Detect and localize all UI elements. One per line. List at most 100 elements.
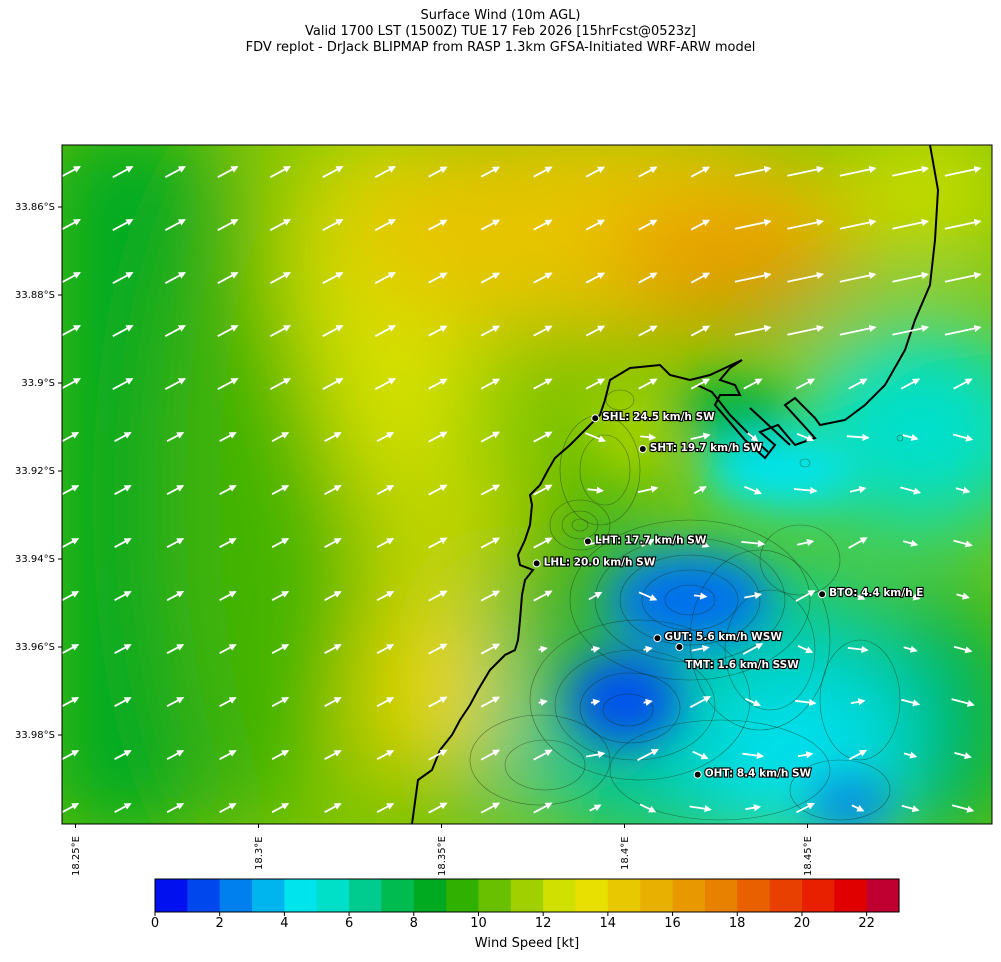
wind-arrow xyxy=(846,433,870,441)
wind-speed-field xyxy=(62,145,992,824)
wind-arrow xyxy=(374,272,396,284)
wind-arrow xyxy=(693,486,707,495)
wind-arrow xyxy=(322,378,344,390)
wind-arrow xyxy=(901,698,921,707)
colorbar-frame xyxy=(154,878,900,913)
station-label: LHL: 20.0 km/h SW xyxy=(544,556,656,568)
wind-arrow xyxy=(901,804,920,813)
wind-arrow xyxy=(428,219,448,231)
colorbar-segment xyxy=(478,879,512,912)
colorbar-tick-label: 0 xyxy=(150,916,160,931)
wind-arrow xyxy=(585,166,606,178)
wind-arrow xyxy=(640,433,657,441)
wind-arrow xyxy=(691,538,710,548)
station-label: LHT: 17.7 km/h SW xyxy=(595,534,707,546)
lat-label: 33.94°S xyxy=(15,554,55,565)
wind-arrow xyxy=(533,537,553,549)
wind-arrow xyxy=(689,696,711,708)
wind-arrow xyxy=(745,804,762,812)
station-dot xyxy=(653,634,662,643)
station-label: TMT: 1.6 km/h SSW xyxy=(685,659,799,671)
wind-arrow xyxy=(219,538,237,548)
colorbar-segment xyxy=(155,879,188,912)
wind-arrow xyxy=(533,166,553,178)
wind-arrow xyxy=(374,219,396,231)
wind-arrow xyxy=(533,590,553,602)
wind-arrow xyxy=(637,485,659,493)
wind-arrow xyxy=(374,166,396,178)
wind-arrow xyxy=(269,325,291,337)
wind-arrow xyxy=(956,592,970,600)
wind-arrow xyxy=(903,751,918,759)
wind-arrow xyxy=(62,166,81,178)
wind-arrow xyxy=(62,378,81,390)
wind-arrow xyxy=(269,166,291,178)
colorbar xyxy=(154,879,900,916)
wind-arrow xyxy=(271,697,290,707)
station-gut: GUT: 5.6 km/h WSW xyxy=(653,630,783,644)
wind-arrow xyxy=(62,485,80,495)
wind-arrow xyxy=(793,486,818,495)
wind-arrow xyxy=(587,486,604,494)
wind-arrow xyxy=(589,804,602,812)
wind-arrow xyxy=(166,644,185,654)
wind-arrow xyxy=(164,378,186,390)
wind-arrow xyxy=(271,432,290,442)
lat-label: 33.98°S xyxy=(15,730,55,741)
colorbar-segment xyxy=(704,879,738,912)
wind-arrow xyxy=(219,803,237,813)
wind-arrow xyxy=(639,803,657,813)
colorbar-tick-label: 6 xyxy=(344,916,354,931)
colorbar-segment xyxy=(834,879,868,912)
wind-arrow xyxy=(588,591,603,601)
wind-arrow xyxy=(428,166,448,178)
wind-arrow xyxy=(480,378,501,390)
wind-arrow xyxy=(376,538,395,548)
wind-vectors xyxy=(62,165,982,814)
wind-arrow xyxy=(322,325,344,337)
wind-arrow xyxy=(164,272,186,284)
lat-label: 33.86°S xyxy=(15,202,55,213)
wind-arrow xyxy=(271,591,290,601)
colorbar-segment xyxy=(769,879,803,912)
wind-arrow xyxy=(787,271,825,283)
wind-arrow xyxy=(480,272,501,284)
wind-arrow xyxy=(690,432,711,440)
station-label: OHT: 8.4 km/h SW xyxy=(705,768,812,780)
wind-arrow xyxy=(324,538,342,548)
wind-arrow xyxy=(734,271,772,283)
station-sht: SHT: 19.7 km/h SW xyxy=(638,441,764,455)
wind-arrow xyxy=(324,750,342,760)
wind-arrow xyxy=(114,803,132,813)
wind-arrow xyxy=(850,698,866,706)
colorbar-segment xyxy=(381,879,415,912)
wind-arrow xyxy=(428,537,448,549)
colorbar-tick-label: 20 xyxy=(793,916,811,931)
wind-arrow xyxy=(745,697,761,707)
lon-label: 18.4°E xyxy=(620,836,631,870)
lon-label: 18.25°E xyxy=(71,836,82,876)
wind-arrow xyxy=(271,538,290,548)
wind-arrow xyxy=(322,219,344,231)
wind-arrow xyxy=(638,219,658,231)
wind-arrow xyxy=(900,378,921,390)
wind-arrow xyxy=(796,432,815,442)
wind-arrow xyxy=(944,218,982,230)
colorbar-segment xyxy=(187,879,221,912)
wind-arrow xyxy=(374,378,396,390)
wind-arrow xyxy=(219,644,237,654)
wind-arrow xyxy=(114,432,132,442)
wind-arrow xyxy=(428,272,448,284)
wind-arrow xyxy=(794,698,817,707)
station-dot xyxy=(591,414,600,423)
wind-arrow xyxy=(892,324,930,336)
wind-arrow xyxy=(951,804,975,813)
wind-arrow xyxy=(269,219,291,231)
wind-arrow xyxy=(219,485,237,495)
wind-arrow xyxy=(902,433,919,441)
wind-arrow xyxy=(428,696,448,708)
wind-arrow xyxy=(689,805,712,813)
wind-arrow xyxy=(428,749,448,761)
wind-arrow xyxy=(324,591,342,601)
